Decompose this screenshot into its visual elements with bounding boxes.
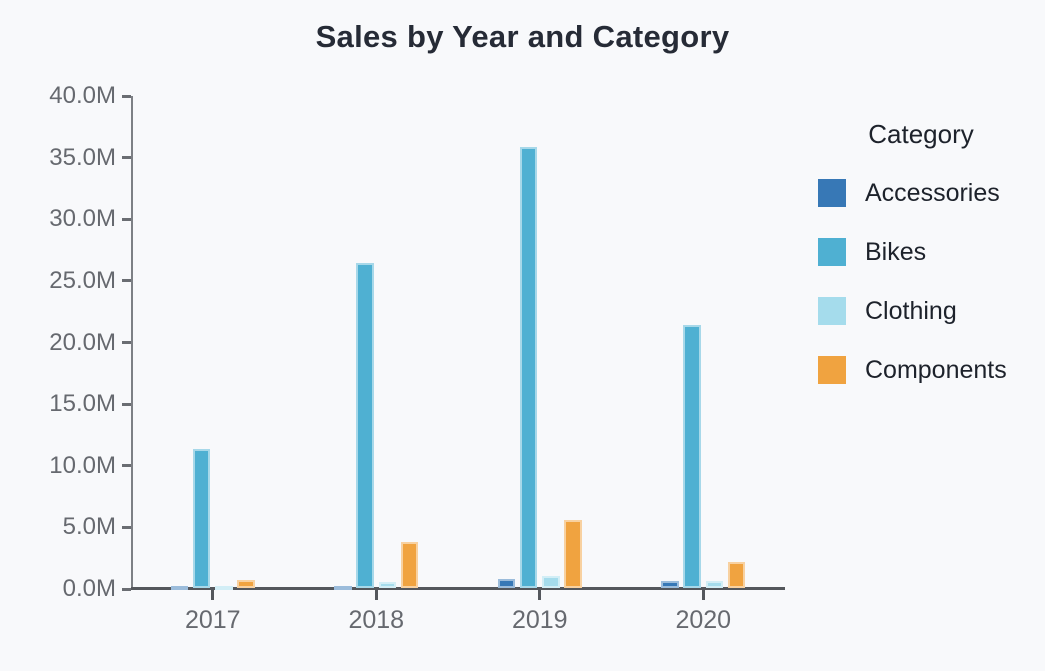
legend-item-components: Components — [818, 356, 1024, 384]
y-axis-tick — [122, 587, 131, 591]
legend-item-label: Clothing — [865, 296, 957, 325]
chart-title: Sales by Year and Category — [315, 19, 730, 54]
x-axis-tick — [538, 590, 542, 600]
y-axis-tick-label: 5.0M — [62, 513, 116, 541]
legend-item-label: Components — [865, 355, 1007, 384]
y-axis-tick — [122, 94, 131, 98]
bar-accessories-2018 — [334, 586, 352, 590]
y-axis-line — [131, 96, 133, 589]
legend-item-accessories: Accessories — [818, 179, 1024, 207]
bar-bikes-2020 — [683, 325, 701, 588]
y-axis-tick-label: 35.0M — [49, 143, 116, 171]
x-axis-tick-label: 2017 — [184, 606, 241, 634]
x-axis-tick — [701, 590, 705, 600]
y-axis-tick — [122, 464, 131, 468]
x-axis-tick — [374, 590, 378, 600]
bar-components-2018 — [400, 542, 419, 588]
bar-accessories-2017 — [170, 586, 189, 590]
y-axis-tick — [122, 217, 131, 221]
bar-clothing-2017 — [215, 586, 233, 590]
y-axis-tick — [122, 341, 131, 344]
bar-components-2017 — [237, 579, 255, 588]
bar-components-2019 — [564, 520, 582, 588]
y-axis-tick — [122, 525, 131, 529]
bar-accessories-2020 — [661, 581, 679, 588]
bar-clothing-2019 — [542, 575, 560, 588]
bar-accessories-2019 — [497, 578, 516, 588]
legend: Category Accessories Bikes Clothing Comp… — [818, 119, 1024, 415]
y-axis-tick-label: 15.0M — [49, 390, 116, 418]
y-axis-tick-label: 0.0M — [62, 575, 116, 602]
legend-swatch-clothing — [818, 297, 846, 325]
legend-title: Category — [868, 119, 974, 149]
legend-swatch-components — [818, 356, 846, 384]
y-axis-tick — [122, 402, 131, 406]
x-axis-tick-label: 2020 — [675, 606, 732, 634]
y-axis-tick — [122, 156, 131, 160]
x-axis-tick-label: 2018 — [348, 606, 405, 634]
x-axis-line — [131, 587, 785, 590]
x-axis-tick — [211, 590, 215, 600]
legend-swatch-accessories — [818, 179, 846, 207]
legend-item-clothing: Clothing — [818, 297, 1024, 325]
y-axis-tick-label: 20.0M — [49, 328, 116, 356]
y-axis-tick — [122, 279, 131, 283]
y-axis-tick-label: 40.0M — [49, 82, 116, 109]
bar-bikes-2019 — [519, 146, 538, 588]
bar-clothing-2020 — [705, 580, 724, 588]
y-axis-tick-label: 25.0M — [49, 266, 116, 294]
y-axis-tick-label: 30.0M — [49, 205, 116, 233]
bar-bikes-2017 — [192, 448, 211, 588]
y-axis-tick-label: 10.0M — [49, 451, 116, 479]
legend-item-label: Accessories — [865, 178, 1000, 207]
legend-item-bikes: Bikes — [818, 238, 1024, 266]
bar-bikes-2018 — [356, 262, 374, 588]
legend-item-label: Bikes — [865, 237, 927, 266]
bar-clothing-2018 — [378, 581, 397, 588]
bar-components-2020 — [727, 562, 746, 588]
x-axis-tick-label: 2019 — [511, 606, 568, 634]
legend-swatch-bikes — [818, 238, 846, 266]
